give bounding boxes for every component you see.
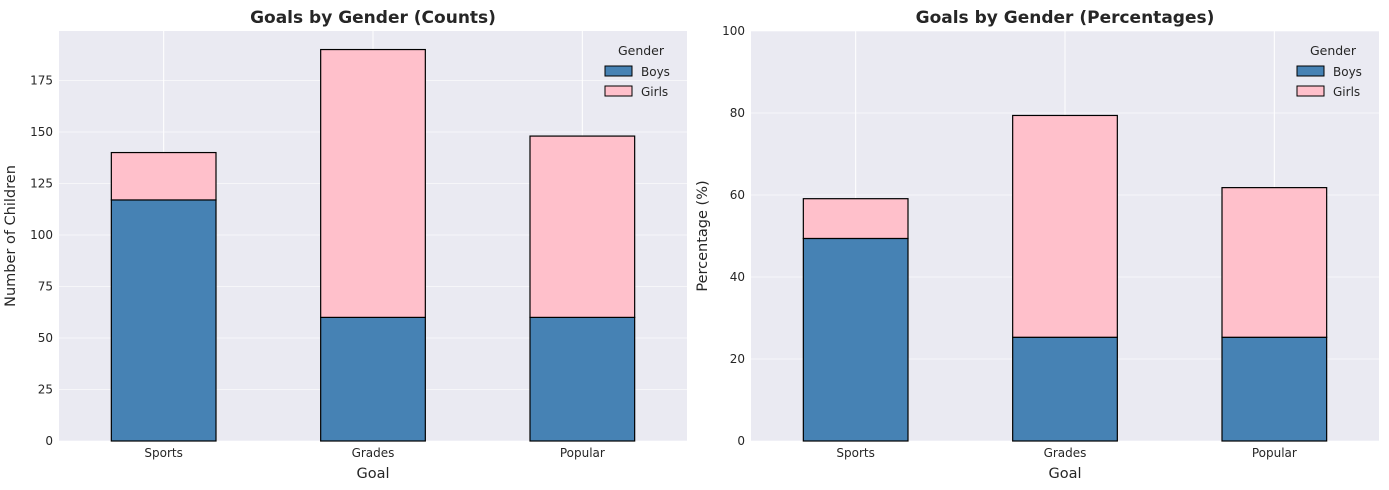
y-tick-label: 125 xyxy=(30,176,53,190)
y-tick-label: 60 xyxy=(730,188,745,202)
x-tick-label: Grades xyxy=(1044,446,1087,460)
legend-label-girls: Girls xyxy=(1333,85,1360,99)
bar-girls-sports xyxy=(110,151,217,201)
y-tick-label: 100 xyxy=(30,228,53,242)
y-tick-label: 75 xyxy=(38,279,53,293)
y-tick-label: 150 xyxy=(30,125,53,139)
y-tick-label: 50 xyxy=(38,331,53,345)
x-axis-label: Goal xyxy=(356,466,389,482)
chart-title: Goals by Gender (Counts) xyxy=(250,8,496,28)
legend-swatch-girls xyxy=(1296,85,1325,97)
x-axis-label: Goal xyxy=(1048,466,1081,482)
bar-girls-grades xyxy=(320,48,426,318)
y-tick-label: 100 xyxy=(722,24,745,38)
bar-boys-sports xyxy=(110,199,217,442)
legend-swatch-boys xyxy=(1296,65,1325,77)
legend: Gender Boys Girls xyxy=(604,43,670,99)
bar-boys-grades xyxy=(1012,336,1118,442)
x-tick-label: Popular xyxy=(1252,446,1297,460)
legend-label-boys: Boys xyxy=(1333,65,1362,79)
y-tick-label: 0 xyxy=(45,434,53,448)
x-tick-label: Grades xyxy=(352,446,395,460)
y-axis-label: Number of Children xyxy=(3,165,19,307)
legend-swatch-boys xyxy=(604,65,633,77)
bar-girls-grades xyxy=(1012,114,1118,338)
chart-title: Goals by Gender (Percentages) xyxy=(916,8,1215,28)
legend-swatch-girls xyxy=(604,85,633,97)
x-tick-label: Sports xyxy=(836,446,874,460)
chart-panel-2: 0 20 40 60 80 100 Sports Grades Popular Goals by … xyxy=(695,8,1379,482)
bar-boys-popular xyxy=(1221,336,1328,442)
legend-title: Gender xyxy=(618,43,665,58)
x-tick-label: Sports xyxy=(144,446,182,460)
bar-girls-popular xyxy=(1221,187,1328,338)
y-tick-label: 40 xyxy=(730,270,745,284)
legend-title: Gender xyxy=(1310,43,1357,58)
y-tick-label: 0 xyxy=(737,434,745,448)
y-tick-label: 80 xyxy=(730,106,745,120)
chart-panel-1: 0 25 50 75 100 125 150 175 Sports Grades Popular Go… xyxy=(3,8,687,482)
y-tick-label: 20 xyxy=(730,352,745,366)
bar-boys-grades xyxy=(320,316,426,442)
bar-boys-sports xyxy=(802,237,909,442)
x-tick-label: Popular xyxy=(560,446,605,460)
y-tick-label: 175 xyxy=(30,73,53,87)
bar-girls-popular xyxy=(529,135,636,318)
y-axis-label: Percentage (%) xyxy=(695,180,711,291)
legend-label-girls: Girls xyxy=(641,85,668,99)
legend-label-boys: Boys xyxy=(641,65,670,79)
y-tick-label: 25 xyxy=(38,382,53,396)
bar-boys-popular xyxy=(529,316,636,442)
legend: Gender Boys Girls xyxy=(1296,43,1362,99)
bar-girls-sports xyxy=(802,198,909,240)
